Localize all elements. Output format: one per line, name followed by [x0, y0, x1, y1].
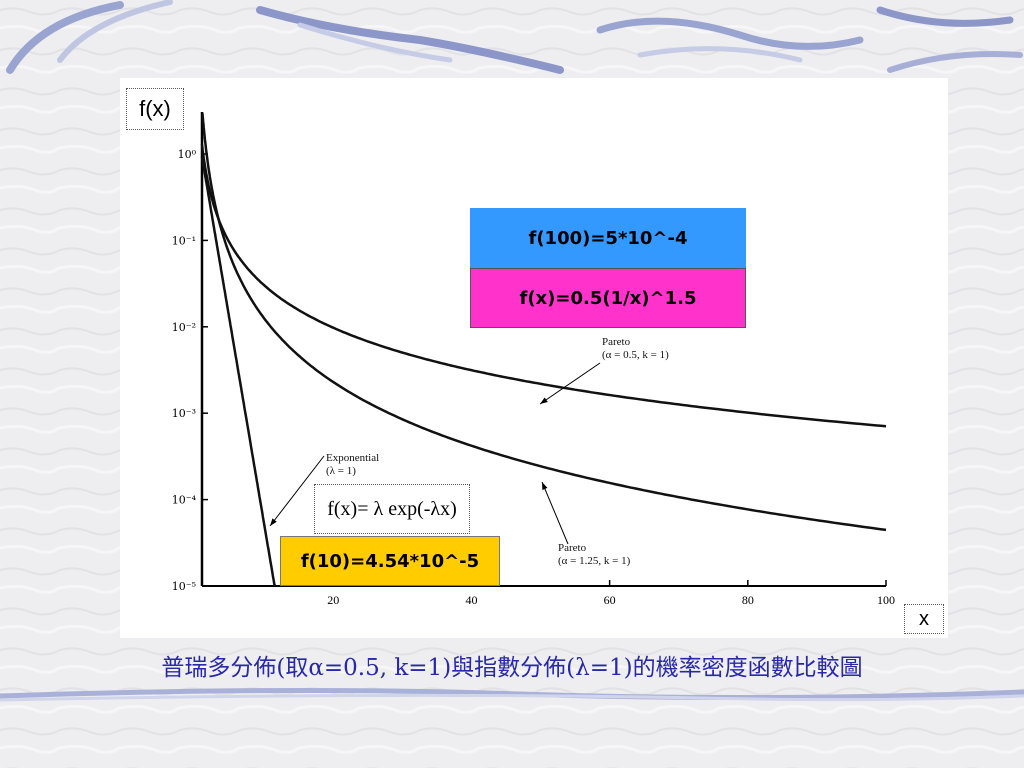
annotation-line: Exponential [326, 452, 380, 464]
annotation-line: Pareto [558, 542, 587, 554]
annotation-exponential: Exponential (λ = 1) [326, 452, 379, 478]
callout-f10: f(10)=4.54*10^-5 [280, 536, 500, 586]
exponential-formula: f(x)= λ exp(-λx) [314, 484, 470, 534]
series-line-pareto-125 [201, 112, 887, 532]
annotation-line: (λ = 1) [326, 465, 356, 477]
y-tick-label: 10⁰ [178, 148, 197, 161]
top-decoration [6, 0, 1023, 74]
annotation-line: (α = 1.25, k = 1) [558, 555, 631, 567]
arrow-pareto-125 [541, 481, 569, 545]
arrow-exponential-head [270, 518, 277, 526]
arrow-pareto-05-head [540, 397, 548, 404]
annotation-pareto-05: Pareto (α = 0.5, k = 1) [602, 336, 669, 362]
bottom-decoration [0, 687, 1024, 702]
series-line-exponential [200, 156, 277, 587]
callout-pareto-formula: f(x)=0.5(1/x)^1.5 [470, 268, 746, 328]
y-tick-label: 10⁻⁵ [172, 580, 196, 593]
chart: 20 40 60 80 100 10⁰ 10⁻¹ 10⁻² 10⁻³ 10⁻⁴ 10⁻⁵ [172, 112, 895, 607]
arrow-exponential [269, 455, 325, 527]
y-tick-label: 10⁻¹ [172, 234, 196, 247]
annotation-line: Pareto [602, 336, 631, 348]
arrow-pareto-05 [539, 362, 601, 405]
y-tick-label: 10⁻² [172, 321, 196, 334]
x-tick-label: 80 [742, 593, 754, 607]
y-axis-label: f(x) [126, 88, 184, 130]
y-tick-label: 10⁻⁴ [172, 494, 197, 507]
callout-f100: f(100)=5*10^-4 [470, 208, 746, 268]
figure-caption: 普瑞多分佈(取α=0.5, k=1)與指數分佈(λ=1)的機率密度函數比較圖 [161, 655, 863, 681]
annotation-pareto-125: Pareto (α = 1.25, k = 1) [558, 542, 630, 568]
x-tick-label: 100 [877, 593, 895, 607]
y-tick-label: 10⁻³ [172, 407, 196, 420]
annotation-line: (α = 0.5, k = 1) [602, 349, 669, 361]
arrow-pareto-125-head [542, 482, 548, 490]
x-tick-label: 40 [465, 593, 477, 607]
x-tick-label: 60 [604, 593, 616, 607]
x-axis-label: x [904, 604, 944, 634]
x-tick-label: 20 [327, 593, 339, 607]
chart-panel: 20 40 60 80 100 10⁰ 10⁻¹ 10⁻² 10⁻³ 10⁻⁴ 10⁻⁵ f(x) … [120, 78, 948, 638]
